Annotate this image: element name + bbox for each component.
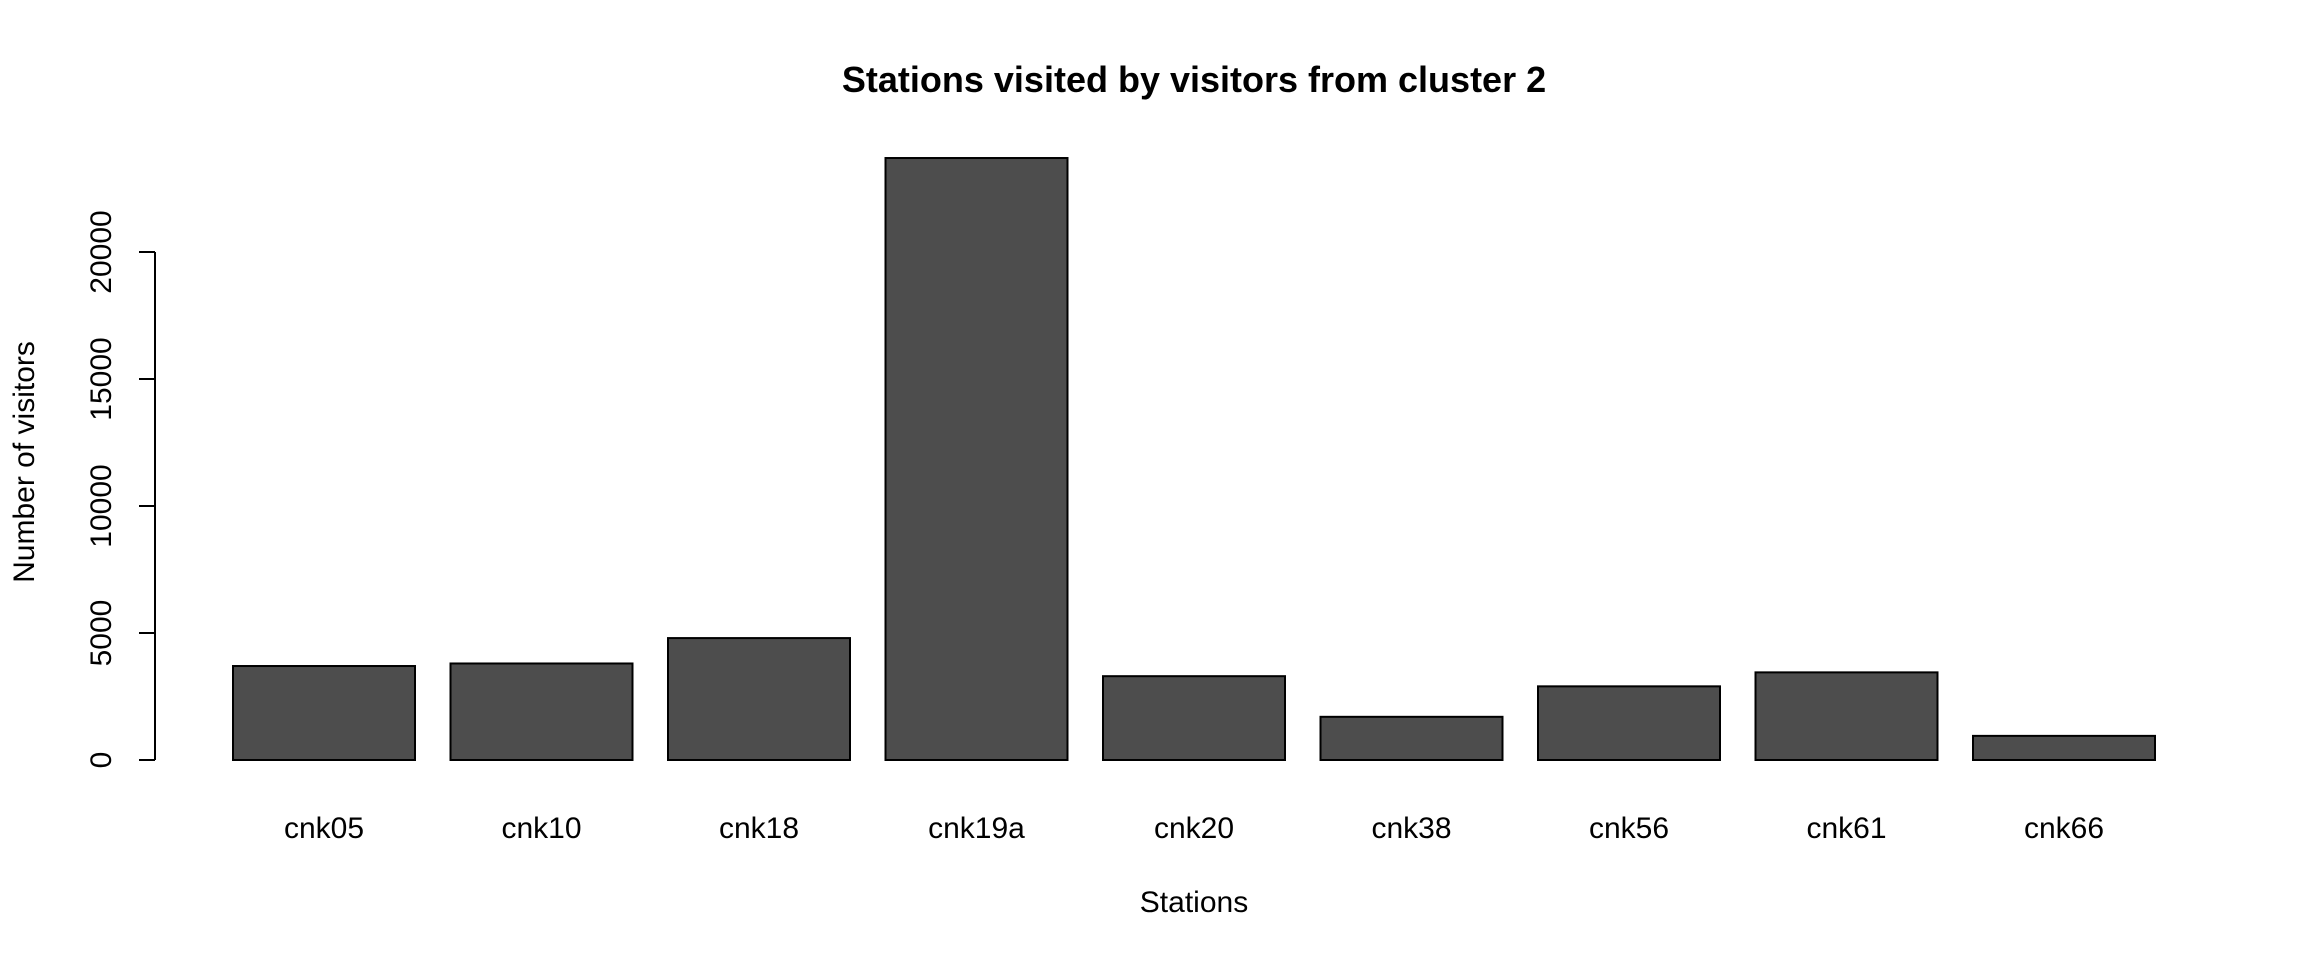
y-axis-label: Number of visitors (8, 341, 41, 583)
bar-cnk05 (232, 665, 416, 762)
x-tick-label-cnk56: cnk56 (1589, 812, 1669, 845)
y-axis: 0 5000 10000 15000 20000 (85, 210, 156, 769)
bar-cnk38 (1319, 715, 1504, 762)
y-tick-label: 5000 (85, 600, 118, 667)
bar-cnk56 (1537, 685, 1721, 762)
x-tick-label-cnk19a: cnk19a (928, 812, 1025, 845)
x-tick-label-cnk61: cnk61 (1806, 812, 1886, 845)
bars-group (232, 157, 2156, 762)
y-tick-label: 0 (85, 752, 118, 769)
y-tick-label: 10000 (85, 464, 118, 547)
bar-cnk66 (1972, 734, 2156, 761)
bar-cnk20 (1102, 675, 1286, 761)
y-tick-label: 15000 (85, 337, 118, 420)
x-tick-labels: cnk05 cnk10 cnk18 cnk19a cnk20 cnk38 cnk56 cnk6… (284, 812, 2104, 845)
bar-cnk61 (1754, 671, 1939, 761)
x-tick-label-cnk10: cnk10 (501, 812, 581, 845)
bar-cnk19a (884, 157, 1069, 761)
x-axis-label: Stations (1140, 886, 1248, 919)
x-tick-label-cnk66: cnk66 (2024, 812, 2104, 845)
x-tick-label-cnk20: cnk20 (1154, 812, 1234, 845)
x-tick-label-cnk05: cnk05 (284, 812, 364, 845)
bar-cnk10 (449, 662, 634, 761)
x-tick-label-cnk18: cnk18 (719, 812, 799, 845)
x-tick-label-cnk38: cnk38 (1371, 812, 1451, 845)
y-tick-label: 20000 (85, 210, 118, 293)
bar-cnk18 (667, 637, 851, 762)
chart-title: Stations visited by visitors from cluste… (842, 59, 1546, 100)
